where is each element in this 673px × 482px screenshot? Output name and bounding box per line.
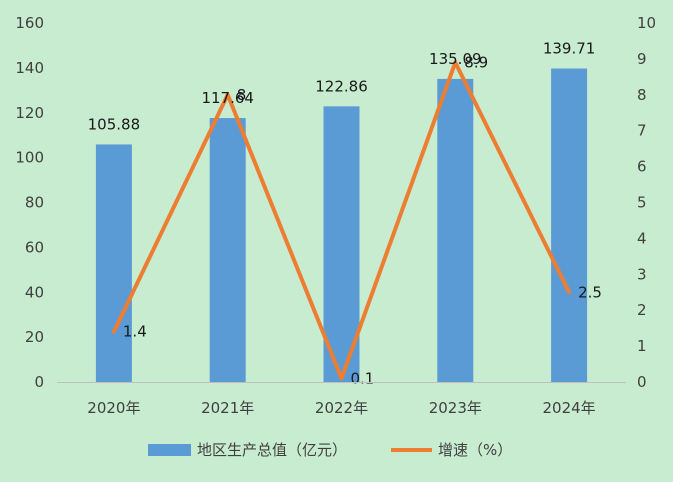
- bar-data-label: 105.88: [88, 115, 141, 133]
- category-label: 2022年: [315, 399, 368, 417]
- bar-data-labels: 105.88 117.64 122.86 135.09 139.71: [88, 40, 596, 134]
- right-axis-tick-label: 3: [637, 265, 647, 283]
- right-axis-tick-label: 1: [637, 337, 647, 355]
- category-axis: 2020年 2021年 2022年 2023年 2024年: [57, 382, 626, 417]
- line-data-label: 0.1: [351, 369, 375, 387]
- right-axis-tick-label: 0: [637, 373, 647, 391]
- left-axis-tick-label: 20: [25, 328, 44, 346]
- legend: 地区生产总值（亿元） 增速（%）: [148, 441, 512, 459]
- bar: [437, 78, 474, 382]
- right-axis-tick-label: 2: [637, 301, 647, 319]
- bar-data-label: 139.71: [543, 40, 596, 58]
- left-axis-tick-label: 80: [25, 194, 44, 212]
- right-axis-tick-label: 6: [637, 158, 647, 176]
- growth-line: [111, 60, 572, 381]
- left-axis-tick-label: 140: [15, 59, 44, 77]
- right-axis-tick-label: 10: [637, 14, 656, 32]
- left-axis-tick-label: 100: [15, 149, 44, 167]
- right-axis-tick-label: 9: [637, 50, 647, 68]
- bar: [95, 144, 132, 382]
- bar-data-label: 135.09: [429, 50, 482, 68]
- bar-data-label: 117.64: [201, 89, 254, 107]
- left-axis-tick-label: 0: [34, 373, 44, 391]
- left-axis: 0 20 40 60 80 100 120 140 160: [15, 14, 44, 391]
- legend-label: 增速（%）: [438, 441, 512, 459]
- line-data-label: 1.4: [123, 323, 147, 341]
- line-data-labels: 1.4 8 0.1 8.9 2.5: [123, 53, 602, 387]
- bar: [551, 68, 588, 382]
- legend-label: 地区生产总值（亿元）: [197, 441, 347, 459]
- category-label: 2023年: [429, 399, 482, 417]
- left-axis-tick-label: 40: [25, 283, 44, 301]
- right-axis-tick-label: 7: [637, 122, 647, 140]
- legend-swatch-bar: [148, 444, 191, 456]
- bar: [209, 118, 246, 382]
- bar: [323, 106, 360, 382]
- bar-series: [95, 68, 588, 382]
- category-label: 2021年: [201, 399, 254, 417]
- right-axis-tick-label: 5: [637, 194, 647, 212]
- right-axis: 0 1 2 3 4 5 6 7 8 9 10: [637, 14, 656, 391]
- right-axis-tick-label: 4: [637, 229, 647, 247]
- right-axis-tick-label: 8: [637, 86, 647, 104]
- line-data-label: 2.5: [578, 283, 602, 301]
- bar-data-label: 122.86: [315, 77, 368, 95]
- line-data-label: 8: [237, 86, 247, 104]
- category-label: 2024年: [543, 399, 596, 417]
- line-data-label: 8.9: [464, 53, 488, 71]
- left-axis-tick-label: 60: [25, 238, 44, 256]
- category-label: 2020年: [87, 399, 140, 417]
- left-axis-tick-label: 160: [15, 14, 44, 32]
- line-series: [111, 60, 572, 381]
- left-axis-tick-label: 120: [15, 104, 44, 122]
